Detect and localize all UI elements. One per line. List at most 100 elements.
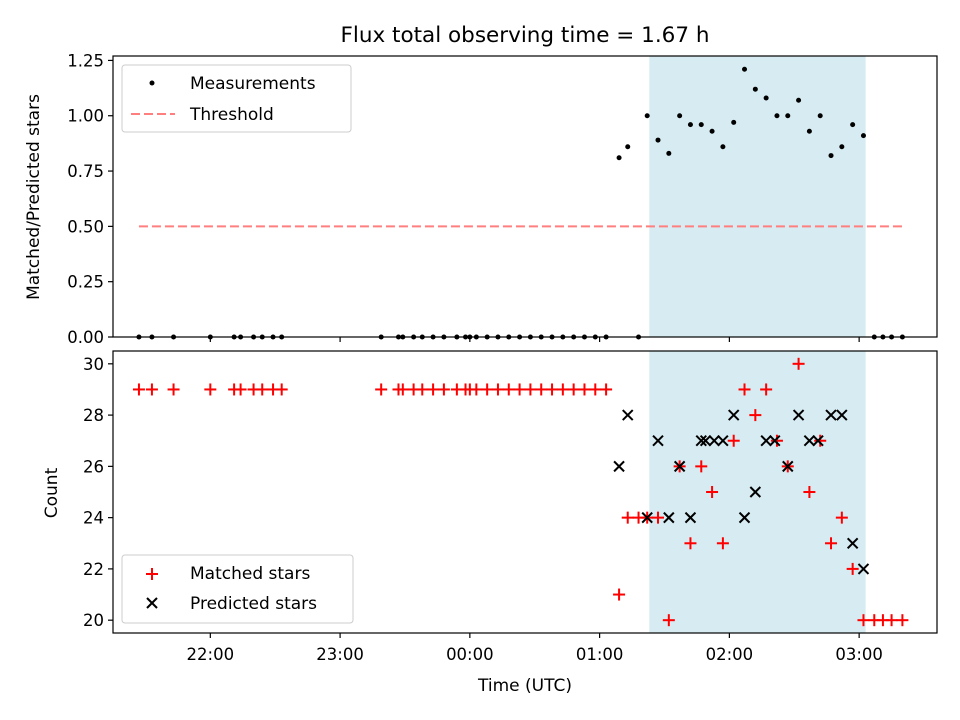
matched-star-point	[857, 614, 870, 627]
y-tick-label: 0.50	[67, 217, 104, 236]
measurement-point	[839, 144, 845, 150]
matched-star-point	[396, 383, 409, 396]
count-points	[132, 357, 909, 627]
measurement-point	[806, 128, 812, 134]
matched-star-point	[706, 486, 719, 498]
matched-star-point	[578, 383, 591, 396]
matched-star-point	[727, 434, 740, 447]
top-x-ticks	[209, 337, 860, 342]
measurement-point	[785, 113, 791, 119]
matched-star-point	[600, 383, 613, 396]
matched-star-point	[825, 537, 838, 550]
y-tick-label: 28	[83, 406, 104, 425]
y-tick-label: 0.25	[67, 273, 104, 292]
bottom-x-ticks: 22:00 23:00 00:00 01:00 02:00 03:00	[187, 633, 883, 664]
measurement-point	[616, 155, 622, 161]
x-tick-label: 02:00	[706, 645, 754, 664]
legend-measurements-marker	[149, 80, 155, 86]
matched-star-point	[770, 434, 783, 447]
measurement-point	[625, 144, 631, 150]
predicted-star-point	[857, 563, 870, 575]
matched-star-point	[567, 383, 580, 396]
matched-star-point	[589, 383, 602, 396]
measurement-point	[850, 122, 856, 128]
matched-star-point	[662, 614, 675, 627]
matched-star-point	[792, 357, 805, 370]
predicted-star-point	[760, 435, 772, 447]
predicted-star-point	[708, 435, 720, 447]
measurement-point	[731, 119, 737, 125]
predicted-star-point	[717, 435, 729, 447]
measurement-point	[677, 113, 683, 119]
matched-star-point	[437, 383, 450, 396]
y-tick-label: 1.00	[67, 107, 104, 126]
top-y-axis-label: Matched/Predicted stars	[24, 94, 44, 300]
measurement-point	[796, 97, 802, 103]
measurement-point	[666, 150, 672, 156]
matched-star-point	[132, 383, 145, 396]
matched-star-point	[256, 383, 269, 396]
legend-predicted-marker	[146, 597, 158, 609]
measurement-point	[742, 66, 748, 72]
matched-star-point	[716, 537, 729, 550]
legend-predicted-label: Predicted stars	[190, 594, 317, 614]
x-tick-label: 22:00	[187, 645, 235, 664]
matched-star-point	[835, 511, 848, 524]
predicted-star-point	[622, 409, 634, 421]
predicted-star-point	[699, 435, 712, 447]
matched-star-point	[204, 383, 217, 396]
predicted-star-point	[663, 511, 675, 524]
predicted-star-point	[652, 435, 664, 447]
matched-star-point	[814, 434, 827, 447]
top-legend-box	[121, 64, 352, 133]
y-tick-label: 0.75	[67, 162, 104, 181]
matched-star-point	[275, 383, 288, 396]
measurement-point	[698, 122, 704, 128]
x-tick-label: 00:00	[446, 645, 494, 664]
top-axes-frame	[112, 55, 938, 338]
y-tick-label: 26	[83, 457, 104, 476]
matched-star-point	[491, 383, 504, 396]
y-tick-label: 24	[83, 509, 104, 528]
measurement-point	[720, 144, 726, 150]
predicted-star-point	[684, 511, 697, 524]
x-tick-label: 23:00	[316, 645, 364, 664]
measurement-point	[860, 133, 866, 139]
y-tick-label: 30	[83, 355, 104, 374]
matched-star-point	[885, 614, 898, 627]
measurement-point	[687, 122, 693, 128]
top-observing-window	[649, 56, 866, 337]
matched-star-point	[749, 409, 762, 422]
matched-star-point	[613, 588, 626, 601]
legend-matched-label: Matched stars	[190, 564, 310, 584]
predicted-star-point	[695, 435, 707, 447]
predicted-star-point	[782, 460, 794, 473]
matched-star-point	[234, 383, 247, 396]
measurement-point	[709, 128, 715, 134]
measurement-point	[817, 113, 823, 119]
bottom-observing-window	[649, 351, 866, 633]
y-tick-label: 22	[83, 560, 104, 579]
predicted-star-point	[846, 537, 859, 549]
bottom-x-axis-label: Time (UTC)	[477, 676, 572, 696]
predicted-star-point	[727, 409, 740, 421]
matched-star-point	[145, 383, 158, 396]
matched-star-point	[546, 383, 559, 396]
matched-star-point	[502, 383, 515, 396]
bottom-legend-box	[121, 554, 354, 624]
legend-measurements-label: Measurements	[190, 74, 316, 94]
matched-star-point	[416, 383, 429, 396]
predicted-star-point	[825, 409, 837, 421]
matched-star-point	[427, 383, 440, 396]
matched-star-point	[556, 383, 569, 396]
top-y-ticks: 0.00 0.25 0.50 0.75 1.00 1.25	[67, 51, 113, 347]
matched-star-point	[375, 383, 388, 396]
matched-star-point	[535, 383, 548, 396]
legend-threshold-label: Threshold	[189, 105, 274, 125]
predicted-star-point	[803, 435, 816, 447]
predicted-star-point	[769, 435, 781, 447]
x-tick-label: 03:00	[835, 645, 883, 664]
bottom-legend: Matched stars Predicted stars	[121, 554, 354, 624]
top-legend: Measurements Threshold	[121, 64, 352, 133]
